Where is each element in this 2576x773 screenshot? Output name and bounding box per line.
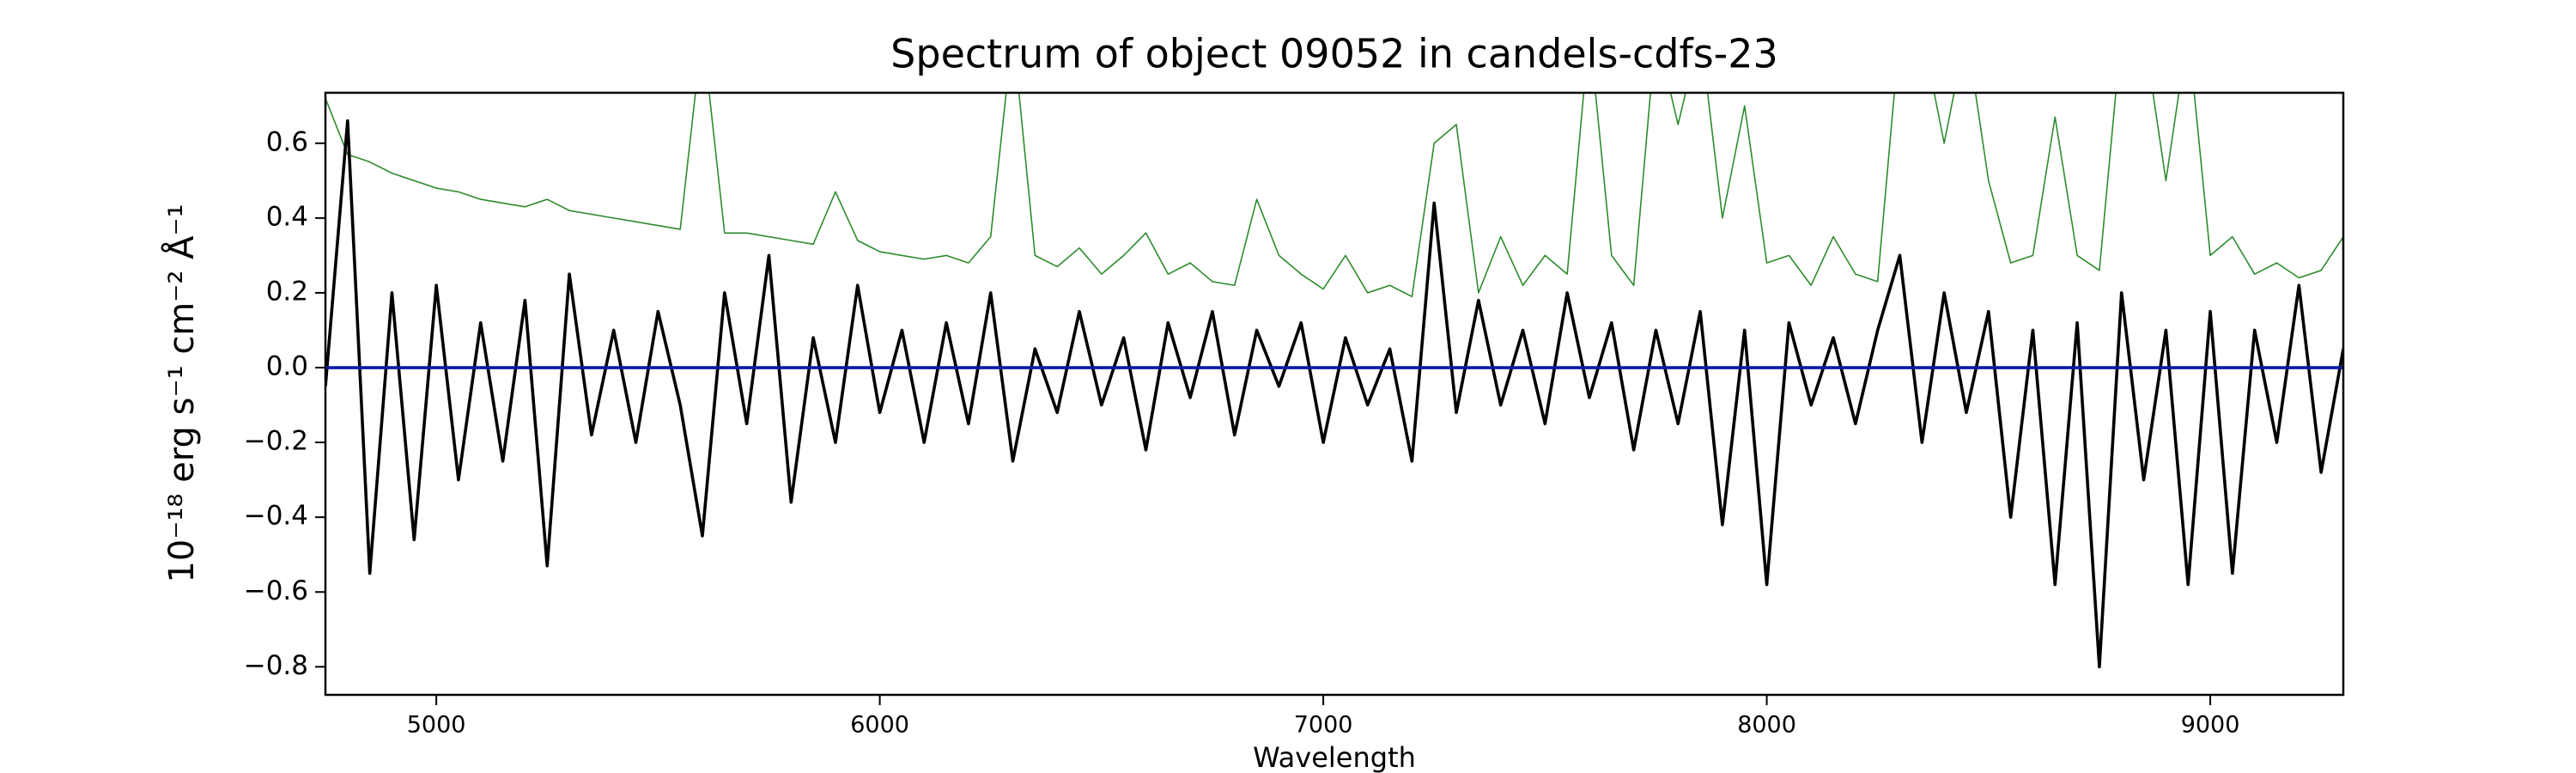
y-axis-label: 10⁻¹⁸ erg s⁻¹ cm⁻² Å⁻¹ [161,204,202,582]
plot-frame [324,91,2345,697]
y-tick-label: −0.6 [244,575,308,606]
x-tick-label: 9000 [2181,712,2240,739]
plot-lines [325,93,2343,669]
x-axis-label: Wavelength [1253,741,1416,773]
series-line [325,93,2343,298]
series-line [325,119,2343,669]
y-tick-label: 0.6 [266,126,308,157]
y-tick-label: 0.4 [266,201,308,232]
x-tick-label: 5000 [407,712,466,739]
x-tick-label: 6000 [850,712,909,739]
y-tick-label: −0.2 [244,426,308,457]
y-tick-label: −0.4 [244,501,308,532]
y-tick-label: −0.8 [244,650,308,681]
y-tick-label: 0.2 [266,276,308,307]
x-tick-label: 8000 [1737,712,1796,739]
chart-title: Spectrum of object 09052 in candels-cdfs… [890,31,1778,77]
x-tick-label: 7000 [1294,712,1353,739]
y-tick-label: 0.0 [266,351,308,382]
